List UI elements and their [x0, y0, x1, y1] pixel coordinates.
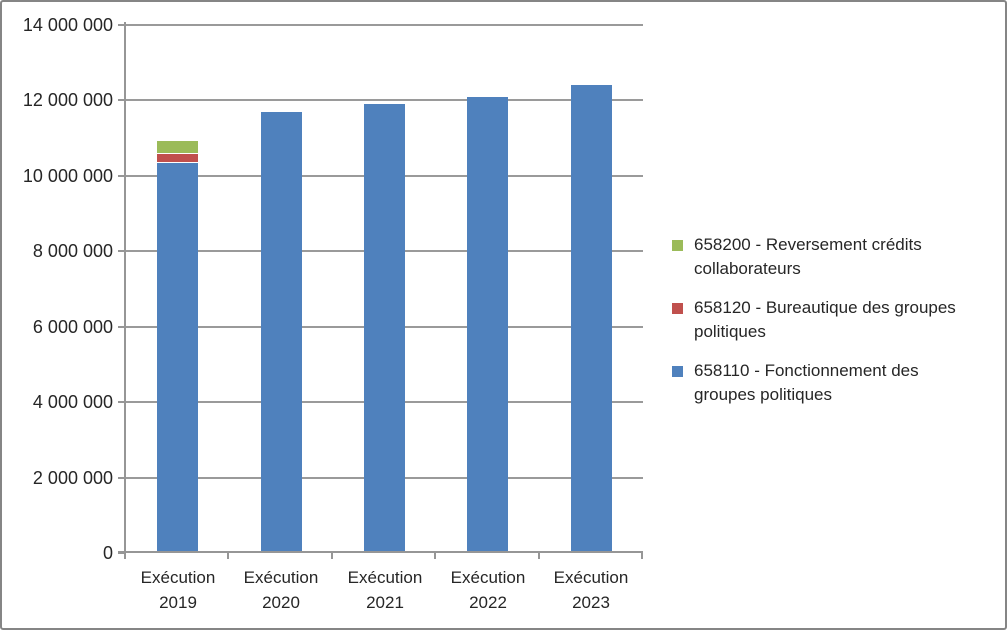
- bar-segment-658120-2019: [157, 154, 198, 162]
- bar-segment-658110-2019: [157, 163, 198, 552]
- y-axis-tick: [118, 477, 126, 479]
- legend-swatch-icon: [672, 240, 683, 251]
- legend-label-line: 658110 - Fonctionnement des: [694, 361, 919, 380]
- y-axis-tick: [118, 24, 126, 26]
- x-axis-label: Exécution 2023: [539, 565, 643, 615]
- legend-label: 658120 - Bureautique des groupes politiqu…: [694, 296, 956, 344]
- x-axis-label: Exécution 2019: [126, 565, 230, 615]
- x-axis-label: Exécution 2020: [229, 565, 333, 615]
- x-axis-label-line: 2023: [572, 593, 610, 612]
- y-axis-line: [124, 22, 126, 555]
- y-axis-tick: [118, 326, 126, 328]
- bar-segment-658110-2023: [571, 85, 612, 552]
- x-axis-label-line: Exécution: [553, 568, 629, 587]
- y-axis-label: 4 000 000: [32, 392, 113, 412]
- x-axis-label: Exécution 2021: [333, 565, 437, 615]
- x-axis-tick: [538, 553, 540, 559]
- legend-label-line: groupes politiques: [694, 385, 832, 404]
- legend-item: 658120 - Bureautique des groupes politiqu…: [672, 296, 956, 344]
- bar-segment-658110-2022: [467, 97, 508, 552]
- x-axis-label: Exécution 2022: [436, 565, 540, 615]
- legend-item: 658200 - Reversement crédits collaborateu…: [672, 233, 922, 281]
- gridline: [126, 99, 643, 101]
- y-axis-tick: [118, 99, 126, 101]
- legend-swatch-icon: [672, 303, 683, 314]
- y-axis-label: 10 000 000: [22, 166, 113, 186]
- x-axis-tick: [331, 553, 333, 559]
- legend-label-line: collaborateurs: [694, 259, 801, 278]
- bar-segment-658110-2020: [261, 112, 302, 552]
- legend-label: 658200 - Reversement crédits collaborateu…: [694, 233, 922, 281]
- x-axis-tick: [124, 553, 126, 559]
- y-axis-tick: [118, 175, 126, 177]
- x-axis-tick: [434, 553, 436, 559]
- y-axis-label: 14 000 000: [22, 15, 113, 35]
- legend-label-line: 658120 - Bureautique des groupes: [694, 298, 956, 317]
- y-axis-label: 12 000 000: [22, 90, 113, 110]
- y-axis-label: 0: [102, 543, 113, 563]
- bar-segment-658110-2021: [364, 104, 405, 552]
- x-axis-label-line: Exécution: [347, 568, 423, 587]
- y-axis-tick: [118, 552, 126, 554]
- y-axis-label: 8 000 000: [32, 241, 113, 261]
- y-axis-label: 6 000 000: [32, 317, 113, 337]
- x-axis-tick: [227, 553, 229, 559]
- x-axis-label-line: Exécution: [243, 568, 319, 587]
- legend-swatch-icon: [672, 366, 683, 377]
- y-axis-label: 2 000 000: [32, 468, 113, 488]
- legend-label-line: 658200 - Reversement crédits: [694, 235, 922, 254]
- y-axis-tick: [118, 250, 126, 252]
- x-axis-line: [118, 551, 643, 553]
- x-axis-label-line: 2021: [366, 593, 404, 612]
- legend-label: 658110 - Fonctionnement des groupes polit…: [694, 359, 919, 407]
- x-axis-label-line: 2020: [262, 593, 300, 612]
- x-axis-label-line: Exécution: [450, 568, 526, 587]
- legend-item: 658110 - Fonctionnement des groupes polit…: [672, 359, 919, 407]
- x-axis-label-line: 2022: [469, 593, 507, 612]
- y-axis-tick: [118, 401, 126, 403]
- legend-label-line: politiques: [694, 322, 766, 341]
- x-axis-tick: [641, 553, 643, 559]
- x-axis-label-line: 2019: [159, 593, 197, 612]
- x-axis-label-line: Exécution: [140, 568, 216, 587]
- gridline: [126, 24, 643, 26]
- bar-segment-658200-2019: [157, 141, 198, 153]
